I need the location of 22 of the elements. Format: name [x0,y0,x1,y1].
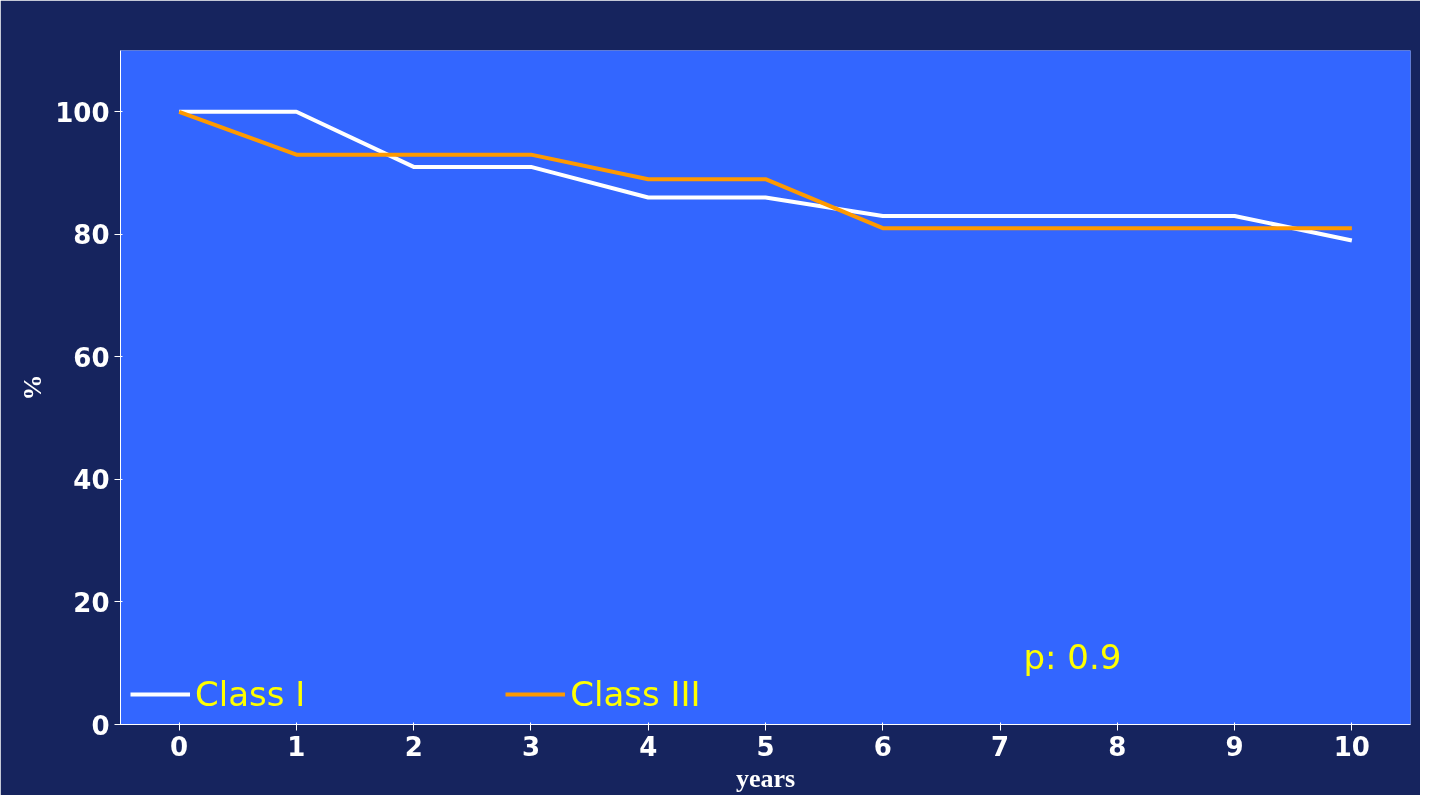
x-tick-label: 2 [404,731,423,762]
x-tick-label: 3 [521,731,540,762]
legend-label: Class III [570,674,701,714]
x-tick-label: 5 [756,731,775,762]
y-tick-label: 20 [73,587,110,618]
x-axis-title: years [735,763,796,793]
y-tick-label: 60 [73,342,110,373]
x-tick-label: 10 [1333,731,1370,762]
annotation: p: 0.9 [1023,637,1122,678]
y-tick-label: 0 [91,710,110,741]
y-axis-title: % [18,374,48,401]
y-tick-label: 80 [73,220,110,251]
x-tick-label: 0 [170,731,189,762]
x-tick-label: 4 [639,731,658,762]
x-tick-label: 8 [1108,731,1127,762]
x-tick-label: 1 [287,731,306,762]
x-tick-label: 9 [1225,731,1244,762]
y-tick-label: 100 [55,97,110,128]
legend-label: Class I [195,674,306,714]
y-tick-label: 40 [73,465,110,496]
x-tick-label: 6 [873,731,892,762]
x-tick-label: 7 [991,731,1010,762]
